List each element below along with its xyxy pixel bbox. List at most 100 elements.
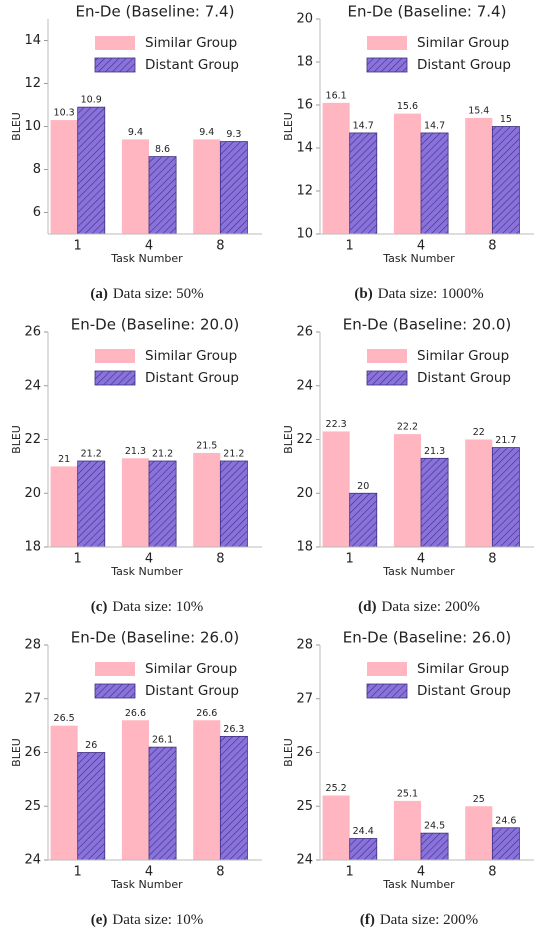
data-label: 26.3 <box>223 724 244 735</box>
data-label: 21 <box>58 454 70 465</box>
y-tick-label: 28 <box>296 638 313 653</box>
y-tick-label: 26 <box>296 745 313 760</box>
y-tick-label: 18 <box>296 55 313 70</box>
data-label: 22 <box>473 427 485 438</box>
bar <box>349 492 378 548</box>
y-tick-label: 26 <box>296 325 313 340</box>
y-axis-label: BLEU <box>10 738 23 767</box>
data-label: 8.6 <box>155 144 170 155</box>
caption: (d) Data size: 200% <box>358 599 480 615</box>
bar <box>322 102 350 234</box>
y-axis-label: BLEU <box>282 738 295 767</box>
data-label: 25.2 <box>326 783 347 794</box>
y-tick-label: 25 <box>24 799 41 814</box>
x-tick-label: 4 <box>417 239 425 254</box>
y-tick-label: 24 <box>296 378 313 393</box>
data-label: 26 <box>85 740 97 751</box>
legend-label: Similar Group <box>417 348 509 364</box>
data-label: 21.5 <box>196 440 217 451</box>
caption-text: Data size: 200% <box>380 912 478 928</box>
y-tick-label: 25 <box>296 799 313 814</box>
data-label: 14.7 <box>424 120 445 131</box>
x-tick-label: 8 <box>488 865 496 880</box>
y-tick-label: 18 <box>24 540 41 555</box>
data-label: 24.5 <box>424 821 445 832</box>
y-axis-label: BLEU <box>282 425 295 454</box>
y-tick-label: 10 <box>24 119 41 134</box>
y-tick-label: 12 <box>24 76 41 91</box>
caption-label: (d) <box>358 599 376 615</box>
x-tick-label: 8 <box>216 239 224 254</box>
legend-label: Similar Group <box>417 661 509 677</box>
y-tick-label: 6 <box>33 205 41 220</box>
data-label: 21.2 <box>223 449 244 460</box>
bar <box>77 106 106 235</box>
bar <box>349 838 378 861</box>
legend-label: Distant Group <box>145 370 239 386</box>
x-axis-label: Task Number <box>382 252 455 265</box>
bar <box>219 460 248 548</box>
data-label: 24.4 <box>353 826 374 837</box>
x-tick-label: 1 <box>74 865 82 880</box>
y-tick-label: 14 <box>296 141 313 156</box>
legend-label: Distant Group <box>417 57 511 73</box>
y-tick-label: 20 <box>296 486 313 501</box>
data-label: 25.1 <box>397 788 418 799</box>
chart-title: En-De (Baseline: 20.0) <box>71 316 239 334</box>
legend-swatch <box>95 349 135 363</box>
caption: (a) Data size: 50% <box>90 286 203 302</box>
data-label: 15 <box>500 114 512 125</box>
chart-title: En-De (Baseline: 20.0) <box>343 316 511 334</box>
bar <box>393 434 421 547</box>
chart-title: En-De (Baseline: 26.0) <box>71 629 239 647</box>
data-label: 22.3 <box>326 419 347 430</box>
data-label: 26.1 <box>152 735 173 746</box>
y-axis-label: BLEU <box>282 112 295 141</box>
caption-text: Data size: 10% <box>112 599 203 615</box>
x-tick-label: 8 <box>216 552 224 567</box>
bar <box>77 460 106 548</box>
x-tick-label: 1 <box>346 865 354 880</box>
data-label: 9.4 <box>199 127 214 138</box>
data-label: 21.7 <box>495 435 516 446</box>
legend-label: Distant Group <box>417 370 511 386</box>
data-label: 10.3 <box>54 108 75 119</box>
y-tick-label: 27 <box>296 691 313 706</box>
data-label: 10.9 <box>81 95 102 106</box>
x-tick-label: 1 <box>74 552 82 567</box>
chart-title: En-De (Baseline: 7.4) <box>348 3 507 21</box>
y-tick-label: 18 <box>296 540 313 555</box>
y-tick-label: 20 <box>296 12 313 27</box>
y-tick-label: 24 <box>24 378 41 393</box>
bar <box>420 457 449 548</box>
y-tick-label: 10 <box>296 227 313 242</box>
data-label: 20 <box>357 481 369 492</box>
y-tick-label: 26 <box>24 325 41 340</box>
y-tick-label: 28 <box>24 638 41 653</box>
x-tick-label: 1 <box>346 552 354 567</box>
chart-title: En-De (Baseline: 26.0) <box>343 629 511 647</box>
y-axis-label: BLEU <box>10 425 23 454</box>
data-label: 26.5 <box>54 713 75 724</box>
data-label: 24.6 <box>495 815 516 826</box>
y-tick-label: 22 <box>24 432 41 447</box>
bar <box>393 800 421 860</box>
x-tick-label: 8 <box>488 239 496 254</box>
bar <box>121 720 149 860</box>
legend-swatch <box>367 349 407 363</box>
caption: (c) Data size: 10% <box>91 599 203 615</box>
data-label: 21.3 <box>125 446 146 457</box>
x-tick-label: 4 <box>145 239 153 254</box>
x-axis-label: Task Number <box>382 878 455 891</box>
bar <box>50 466 78 547</box>
caption-text: Data size: 1000% <box>378 286 484 302</box>
caption-text: Data size: 50% <box>113 286 204 302</box>
bar <box>491 827 520 861</box>
legend-swatch <box>366 370 408 386</box>
caption-label: (c) <box>91 599 108 615</box>
y-tick-label: 24 <box>24 853 41 868</box>
y-tick-label: 12 <box>296 184 313 199</box>
bar <box>393 113 421 234</box>
y-tick-label: 14 <box>24 33 41 48</box>
